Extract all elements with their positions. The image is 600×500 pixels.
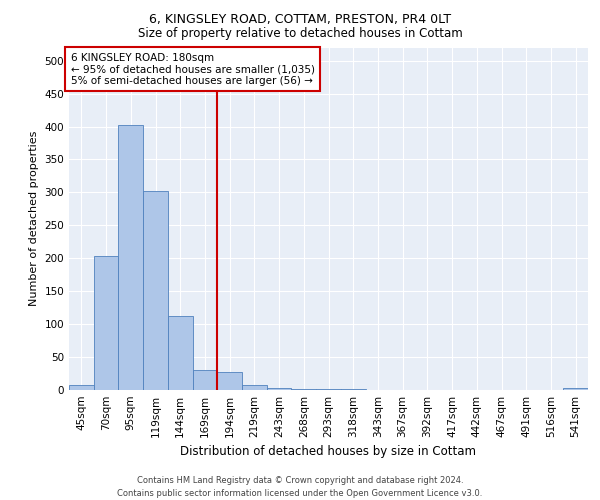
Text: 6, KINGSLEY ROAD, COTTAM, PRESTON, PR4 0LT: 6, KINGSLEY ROAD, COTTAM, PRESTON, PR4 0… xyxy=(149,12,451,26)
Bar xyxy=(267,388,292,390)
Bar xyxy=(168,316,193,390)
X-axis label: Distribution of detached houses by size in Cottam: Distribution of detached houses by size … xyxy=(181,446,476,458)
Bar xyxy=(118,125,143,390)
Bar xyxy=(292,388,316,390)
Text: 6 KINGSLEY ROAD: 180sqm
← 95% of detached houses are smaller (1,035)
5% of semi-: 6 KINGSLEY ROAD: 180sqm ← 95% of detache… xyxy=(71,52,314,86)
Bar xyxy=(242,384,267,390)
Bar xyxy=(193,370,217,390)
Text: Contains HM Land Registry data © Crown copyright and database right 2024.
Contai: Contains HM Land Registry data © Crown c… xyxy=(118,476,482,498)
Bar xyxy=(563,388,588,390)
Bar xyxy=(217,372,242,390)
Text: Size of property relative to detached houses in Cottam: Size of property relative to detached ho… xyxy=(137,28,463,40)
Bar xyxy=(143,191,168,390)
Y-axis label: Number of detached properties: Number of detached properties xyxy=(29,131,39,306)
Bar xyxy=(69,384,94,390)
Bar xyxy=(94,256,118,390)
